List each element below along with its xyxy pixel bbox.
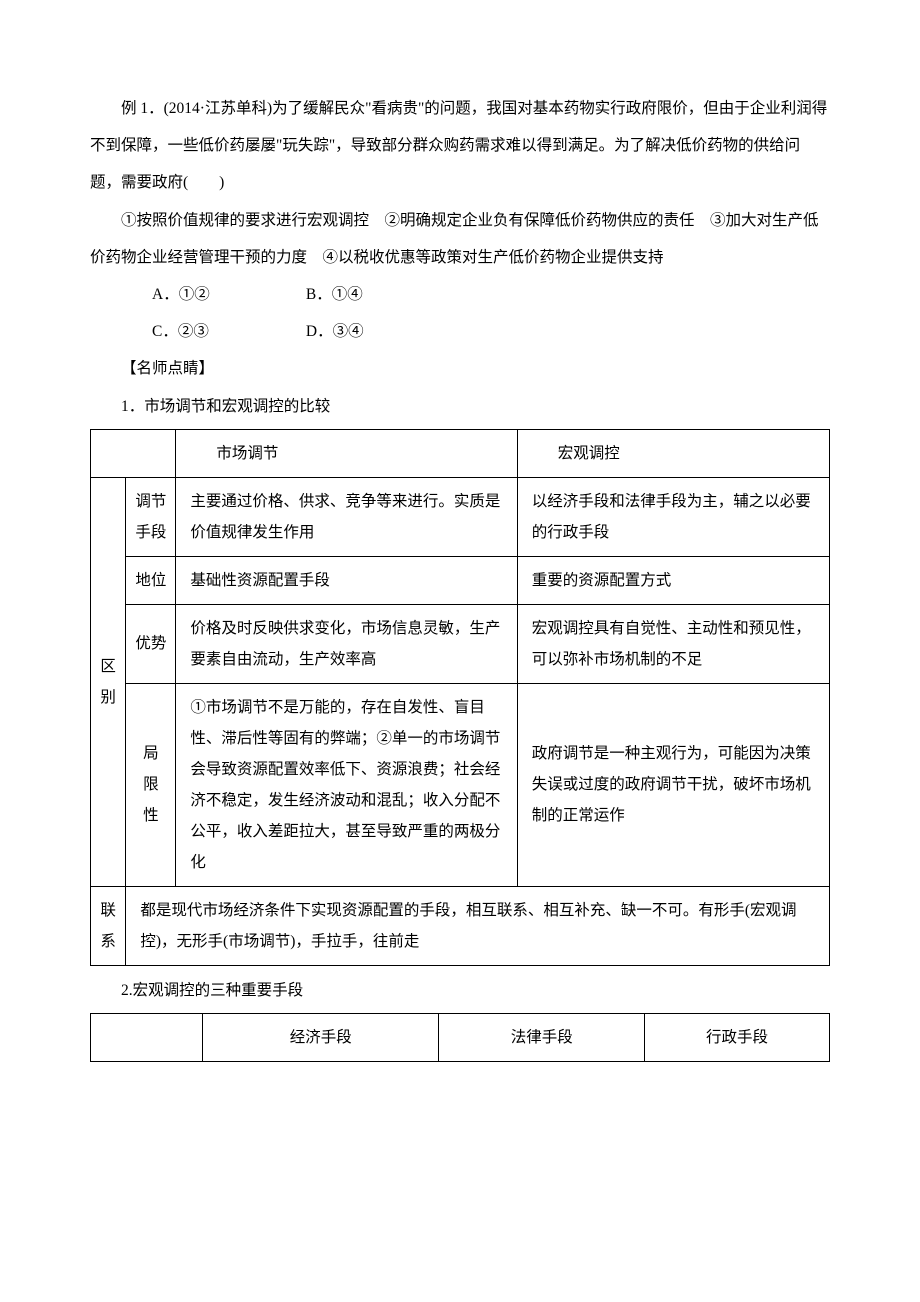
- table-row: 区 别 调节 手段 主要通过价格、供求、竞争等来进行。实质是价值规律发生作用 以…: [91, 477, 830, 556]
- option-d: D．③④: [275, 313, 364, 350]
- section1-title: 1．市场调节和宏观调控的比较: [90, 388, 830, 425]
- option-c: C．②③: [121, 313, 271, 350]
- cell-position-market: 基础性资源配置手段: [176, 556, 517, 604]
- row-group-link: 联 系: [91, 886, 126, 965]
- option-row-1: A．①② B．①④: [90, 276, 830, 313]
- table-header-legal: 法律手段: [439, 1013, 645, 1061]
- document-page: 例 1．(2014·江苏单科)为了缓解民众"看病贵"的问题，我国对基本药物实行政…: [0, 0, 920, 1108]
- diff-char-2: 别: [95, 682, 121, 713]
- label-char: 局: [130, 738, 171, 769]
- label-char: 性: [130, 800, 171, 831]
- option-a: A．①②: [121, 276, 271, 313]
- row-label-advantage: 优势: [126, 604, 176, 683]
- row-label-limit: 局 限 性: [126, 683, 176, 886]
- cell-means-macro: 以经济手段和法律手段为主，辅之以必要的行政手段: [517, 477, 829, 556]
- label-char: 调节: [130, 486, 171, 517]
- cell-limit-market: ①市场调节不是万能的，存在自发性、盲目性、滞后性等固有的弊端；②单一的市场调节会…: [176, 683, 517, 886]
- cell-limit-macro: 政府调节是一种主观行为，可能因为决策失误或过度的政府调节干扰，破坏市场机制的正常…: [517, 683, 829, 886]
- label-char: 限: [130, 769, 171, 800]
- table-row: 地位 基础性资源配置手段 重要的资源配置方式: [91, 556, 830, 604]
- table-header-row: 经济手段 法律手段 行政手段: [91, 1013, 830, 1061]
- table-header-macro: 宏观调控: [517, 429, 829, 477]
- row-label-means: 调节 手段: [126, 477, 176, 556]
- link-char-2: 系: [95, 926, 121, 957]
- question-statements: ①按照价值规律的要求进行宏观调控 ②明确规定企业负有保障低价药物供应的责任 ③加…: [90, 202, 830, 276]
- row-label-position: 地位: [126, 556, 176, 604]
- comparison-table: 市场调节 宏观调控 区 别 调节 手段 主要通过价格、供求、竞争等来进行。实质是…: [90, 429, 830, 966]
- table-row: 优势 价格及时反映供求变化，市场信息灵敏，生产要素自由流动，生产效率高 宏观调控…: [91, 604, 830, 683]
- table-header-market: 市场调节: [176, 429, 517, 477]
- table-header-admin: 行政手段: [644, 1013, 829, 1061]
- diff-char-1: 区: [95, 651, 121, 682]
- cell-advantage-macro: 宏观调控具有自觉性、主动性和预见性，可以弥补市场机制的不足: [517, 604, 829, 683]
- link-char-1: 联: [95, 895, 121, 926]
- table-row: 联 系 都是现代市场经济条件下实现资源配置的手段，相互联系、相互补充、缺一不可。…: [91, 886, 830, 965]
- table-header-blank: [91, 429, 176, 477]
- table-header-row: 市场调节 宏观调控: [91, 429, 830, 477]
- row-group-diff: 区 别: [91, 477, 126, 886]
- cell-link-text: 都是现代市场经济条件下实现资源配置的手段，相互联系、相互补充、缺一不可。有形手(…: [126, 886, 830, 965]
- option-b: B．①④: [275, 276, 363, 313]
- means-table: 经济手段 法律手段 行政手段: [90, 1013, 830, 1062]
- section2-title: 2.宏观调控的三种重要手段: [90, 972, 830, 1009]
- cell-means-market: 主要通过价格、供求、竞争等来进行。实质是价值规律发生作用: [176, 477, 517, 556]
- cell-position-macro: 重要的资源配置方式: [517, 556, 829, 604]
- commentary-title: 【名师点睛】: [90, 350, 830, 387]
- table-header-economic: 经济手段: [203, 1013, 439, 1061]
- table-header-blank: [91, 1013, 203, 1061]
- cell-advantage-market: 价格及时反映供求变化，市场信息灵敏，生产要素自由流动，生产效率高: [176, 604, 517, 683]
- option-row-2: C．②③ D．③④: [90, 313, 830, 350]
- label-char: 手段: [130, 517, 171, 548]
- table-row: 局 限 性 ①市场调节不是万能的，存在自发性、盲目性、滞后性等固有的弊端；②单一…: [91, 683, 830, 886]
- question-stem: 例 1．(2014·江苏单科)为了缓解民众"看病贵"的问题，我国对基本药物实行政…: [90, 90, 830, 202]
